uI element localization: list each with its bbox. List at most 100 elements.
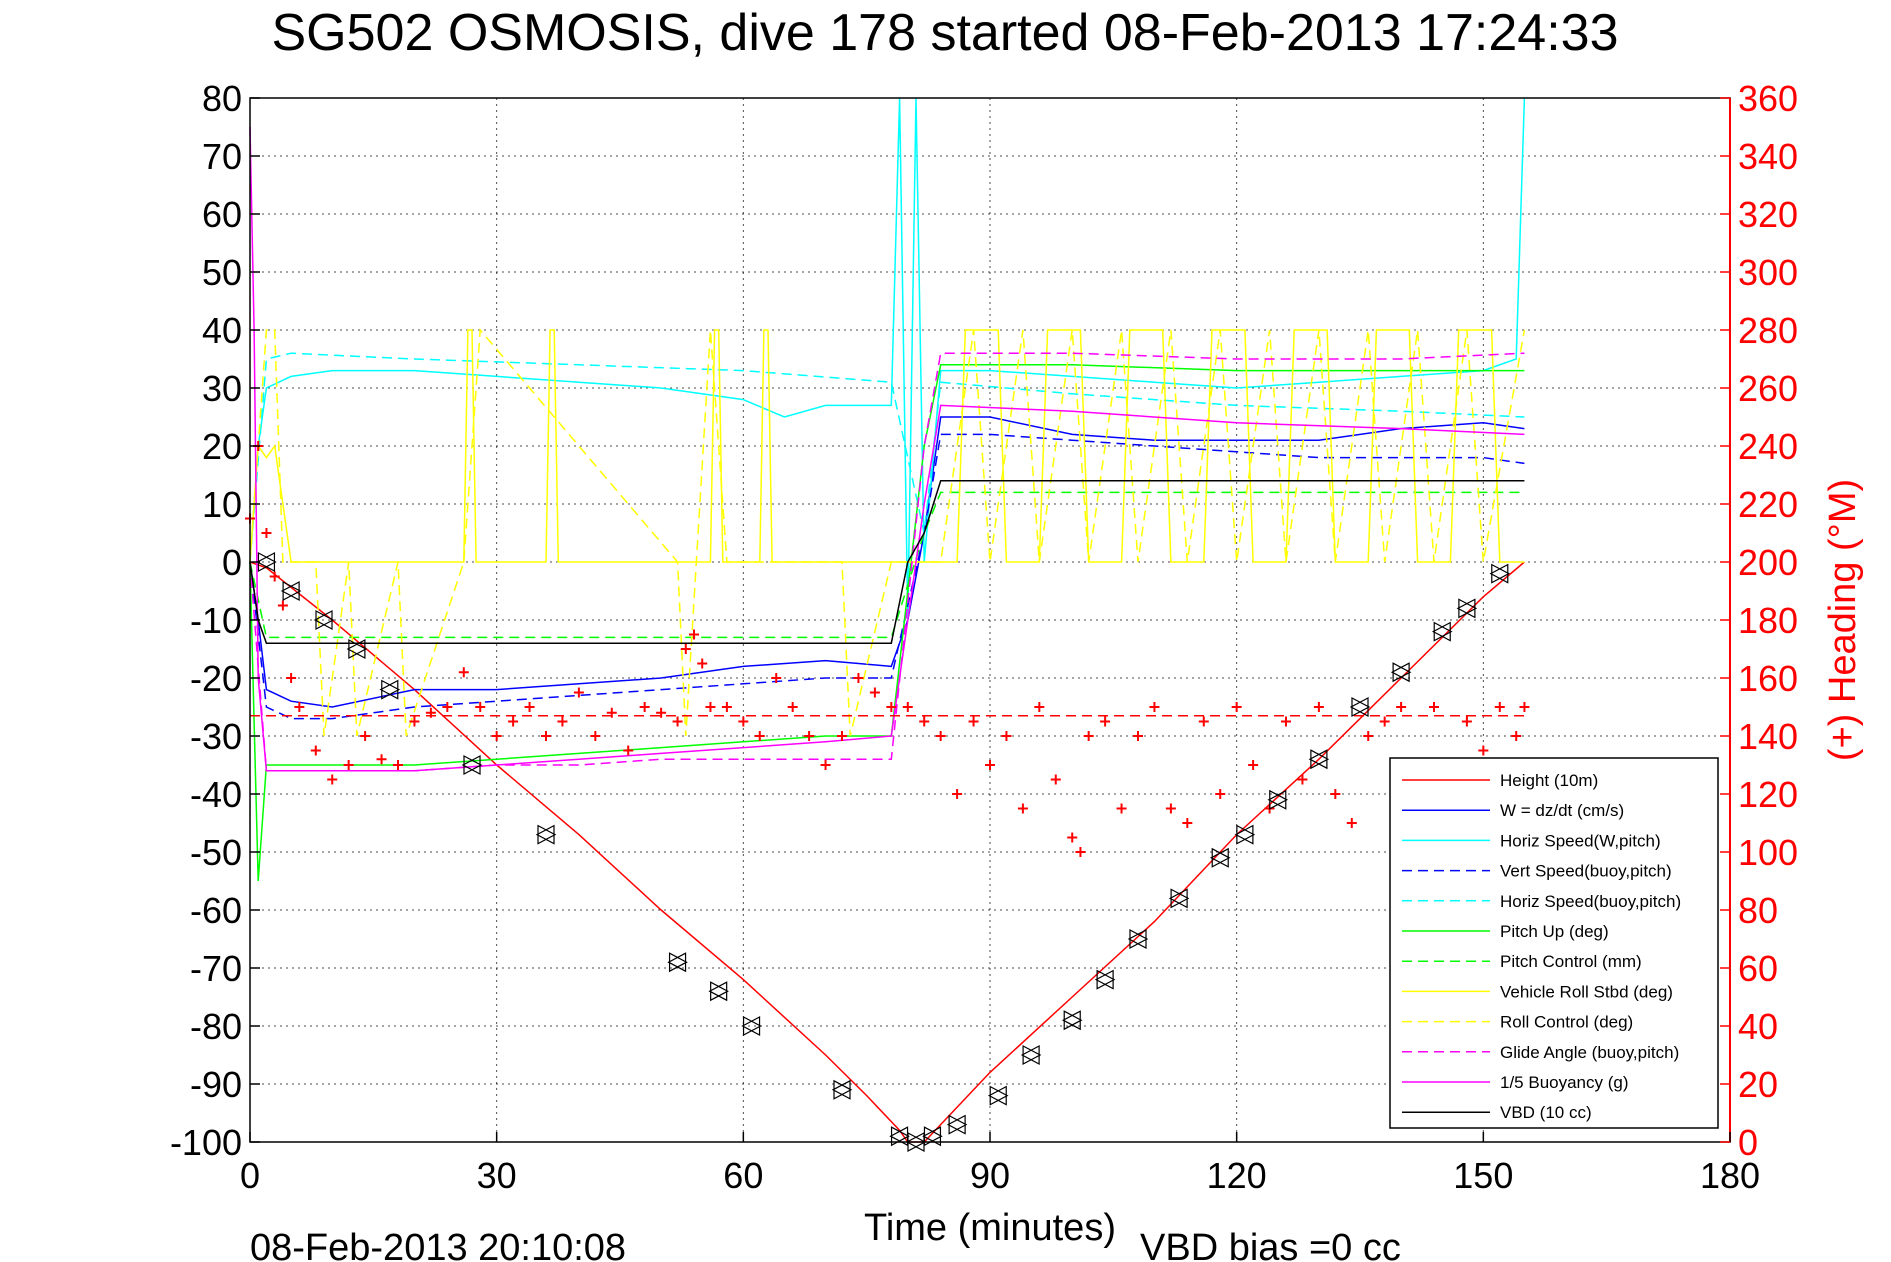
heading-point xyxy=(680,644,691,654)
y-left-tick-label: -80 xyxy=(190,1006,242,1047)
heading-point xyxy=(1182,818,1193,828)
series-line xyxy=(249,561,1525,1143)
footer-vbd-bias: VBD bias =0 cc xyxy=(1140,1227,1401,1262)
series-vbd-10-cc xyxy=(249,480,1525,644)
legend-label: Height (10m) xyxy=(1500,771,1598,790)
x-tick-label: 90 xyxy=(970,1155,1010,1196)
legend-label: Glide Angle (buoy,pitch) xyxy=(1500,1043,1679,1062)
heading-point xyxy=(376,754,387,765)
heading-point xyxy=(968,716,979,727)
y-left-tick-label: 60 xyxy=(202,194,242,235)
y-right-tick-label: 0 xyxy=(1738,1122,1758,1163)
heading-point xyxy=(1050,774,1061,785)
heading-point xyxy=(1313,702,1324,712)
heading-point xyxy=(656,707,667,718)
x-tick-label: 0 xyxy=(240,1155,260,1196)
x-tick-label: 60 xyxy=(723,1155,763,1196)
heading-point xyxy=(1017,803,1028,814)
series-line xyxy=(249,352,1525,563)
height-marker-left xyxy=(831,1079,851,1100)
heading-point xyxy=(1116,803,1127,814)
x-tick-label: 120 xyxy=(1207,1155,1267,1196)
heading-point xyxy=(771,673,782,683)
legend-label: W = dz/dt (cm/s) xyxy=(1500,801,1624,820)
heading-point xyxy=(1083,731,1094,741)
heading-point xyxy=(869,687,880,698)
y-left-tick-label: -30 xyxy=(190,716,242,757)
y-left-tick-label: 0 xyxy=(222,542,242,583)
legend-label: Pitch Up (deg) xyxy=(1500,922,1609,941)
height-marker-left xyxy=(1020,1045,1040,1065)
series-w-dz-dt-cm-s xyxy=(249,416,1525,708)
legend-label: Roll Control (deg) xyxy=(1500,1013,1633,1032)
height-marker-left xyxy=(741,1016,761,1036)
legend-label: Vehicle Roll Stbd (deg) xyxy=(1500,982,1673,1001)
y-right-tick-label: 220 xyxy=(1738,484,1798,525)
y-left-tick-label: 40 xyxy=(202,310,242,351)
series-line xyxy=(249,491,1525,639)
heading-point xyxy=(1519,702,1530,712)
heading-point xyxy=(697,658,708,669)
heading-point xyxy=(787,702,798,712)
heading-point xyxy=(919,716,930,727)
heading-point xyxy=(1511,731,1522,741)
height-markers xyxy=(256,552,1511,1152)
heading-point xyxy=(573,687,584,698)
series-heading xyxy=(245,441,1530,857)
heading-point xyxy=(327,774,338,785)
heading-point xyxy=(886,702,897,712)
y-left-tick-label: 80 xyxy=(202,78,242,119)
y-left-tick-label: -70 xyxy=(190,948,242,989)
y-left-tick-label: 50 xyxy=(202,252,242,293)
heading-point xyxy=(343,760,354,770)
series-pitch-up-deg xyxy=(249,364,1525,882)
heading-point xyxy=(623,745,634,756)
series-vert-speed-buoy-pitch xyxy=(249,433,1525,720)
y-right-tick-label: 160 xyxy=(1738,658,1798,699)
y-right-tick-label: 260 xyxy=(1738,368,1798,409)
heading-point xyxy=(902,702,913,712)
heading-point xyxy=(491,731,502,741)
heading-point xyxy=(442,702,453,712)
heading-point xyxy=(853,673,864,683)
heading-point xyxy=(1429,702,1439,712)
legend-box xyxy=(1389,757,1719,1129)
height-marker-left xyxy=(1489,563,1509,584)
height-marker-left xyxy=(535,824,555,845)
heading-point xyxy=(672,716,683,727)
series-height-10m xyxy=(249,561,1525,1143)
legend-label: Pitch Control (mm) xyxy=(1500,952,1642,971)
series-line xyxy=(249,416,1525,708)
heading-point xyxy=(1461,716,1472,727)
height-marker-left xyxy=(313,610,333,630)
height-marker-left xyxy=(1094,969,1114,990)
heading-point xyxy=(508,716,519,727)
y-right-tick-label: 80 xyxy=(1738,890,1778,931)
y-right-axis-label: (+) Heading (°M) xyxy=(1822,479,1864,761)
height-marker-left xyxy=(987,1085,1007,1106)
heading-point xyxy=(754,731,765,741)
y-right-tick-label: 240 xyxy=(1738,426,1798,467)
y-right-tick-label: 340 xyxy=(1738,136,1798,177)
series-roll-control-deg xyxy=(249,328,1526,737)
y-right-axis-ticks: 3603403203002802602402202001801601401201… xyxy=(1720,78,1798,1163)
heading-point xyxy=(286,673,297,683)
height-marker-left xyxy=(1431,621,1451,642)
legend-label: 1/5 Buoyancy (g) xyxy=(1500,1073,1629,1092)
chart-title: SG502 OSMOSIS, dive 178 started 08-Feb-2… xyxy=(271,4,1618,62)
heading-point xyxy=(1034,702,1045,712)
y-left-tick-label: -100 xyxy=(170,1122,242,1163)
heading-point xyxy=(1297,774,1308,785)
legend: Height (10m) W = dz/dt (cm/s) Horiz Speed(… xyxy=(1389,757,1719,1129)
series-line xyxy=(249,328,1526,737)
height-marker-left xyxy=(461,755,481,775)
heading-point xyxy=(475,702,486,712)
series-line xyxy=(249,480,1525,644)
height-marker-left xyxy=(1456,598,1476,619)
height-marker-left xyxy=(280,581,300,601)
heading-point xyxy=(1067,832,1078,843)
series-line xyxy=(249,126,1525,772)
x-tick-label: 150 xyxy=(1453,1155,1513,1196)
heading-point xyxy=(689,629,699,640)
